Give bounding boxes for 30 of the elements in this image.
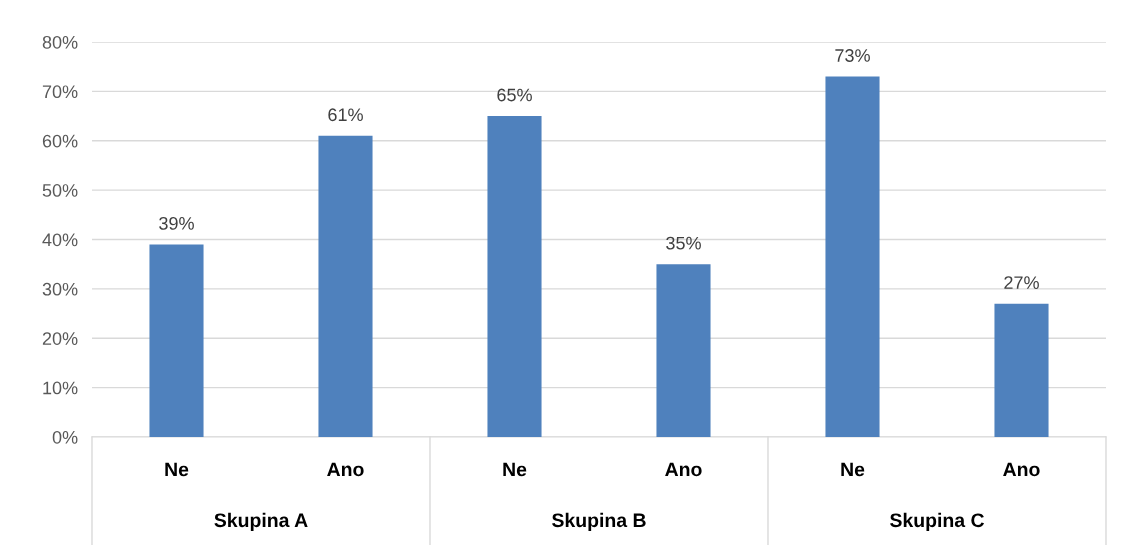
data-label: 35% — [666, 236, 701, 250]
data-label: 65% — [497, 88, 532, 102]
bar — [318, 135, 373, 437]
y-tick-label: 40% — [42, 233, 78, 247]
x-tick-label: Ne — [841, 462, 865, 477]
x-tick-label: Ano — [1003, 462, 1040, 477]
y-tick-label: 50% — [42, 184, 78, 197]
text: Skupina A — [214, 512, 308, 531]
y-tick-label: 30% — [42, 282, 78, 296]
data-label: 39% — [159, 216, 194, 230]
y-tick-label: 70% — [42, 85, 78, 99]
bar — [994, 303, 1049, 437]
y-tick-label: 0% — [52, 430, 78, 444]
x-tick-label: Ano — [327, 462, 364, 477]
y-tick-label: 10% — [43, 381, 78, 395]
data-label: 61% — [328, 108, 363, 122]
x-tick-label: Ano — [665, 462, 702, 477]
data-label: 27% — [1004, 276, 1039, 289]
text: Skupina C — [890, 512, 985, 531]
y-tick-label: 80% — [42, 35, 78, 49]
text: Skupina B — [552, 512, 646, 531]
bar — [825, 76, 880, 437]
bar — [487, 116, 542, 437]
y-tick-label: 60% — [42, 134, 78, 148]
data-label: 73% — [835, 49, 870, 62]
bar — [656, 264, 711, 437]
bar — [149, 244, 204, 437]
x-tick-label: Ne — [503, 462, 527, 477]
y-tick-label: 20% — [42, 332, 78, 345]
x-tick-label: Ne — [165, 462, 189, 477]
